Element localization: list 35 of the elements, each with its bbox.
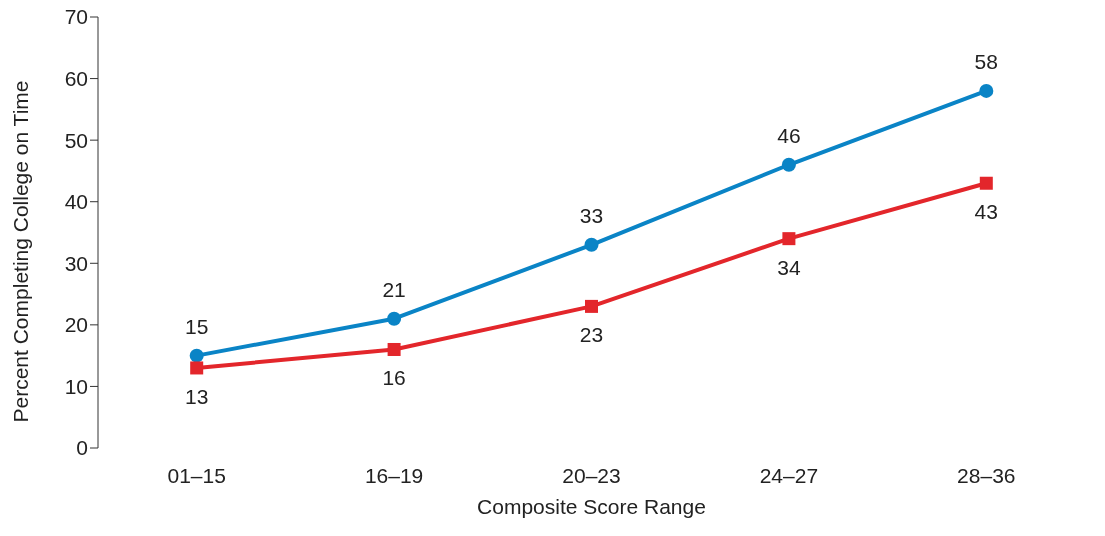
x-tick-label: 01–15 <box>167 463 226 487</box>
data-label: 43 <box>974 200 998 224</box>
y-tick-label: 10 <box>64 374 88 398</box>
point <box>979 83 994 98</box>
point <box>387 311 402 326</box>
y-tick-label: 40 <box>64 190 88 214</box>
data-label: 58 <box>974 49 998 73</box>
y-tick-label: 30 <box>64 251 88 275</box>
data-label: 16 <box>382 366 406 390</box>
point <box>585 299 598 313</box>
x-tick-label: 24–27 <box>759 463 819 487</box>
data-label: 21 <box>382 277 406 301</box>
x-axis-title: Composite Score Range <box>477 495 706 518</box>
data-label: 34 <box>777 255 801 279</box>
data-label: 15 <box>185 314 209 338</box>
point <box>190 361 204 375</box>
y-tick-label: 0 <box>76 436 88 460</box>
point <box>387 342 401 356</box>
data-label: 46 <box>777 123 801 147</box>
y-tick-label: 20 <box>64 313 88 337</box>
y-axis-title: Percent Completing College on Time <box>9 80 33 423</box>
data-label: 33 <box>579 203 604 227</box>
data-label: 23 <box>579 323 604 347</box>
point <box>979 176 993 190</box>
y-tick-label: 60 <box>64 67 88 91</box>
point <box>781 157 796 172</box>
x-tick-label: 16–19 <box>364 463 424 487</box>
point <box>782 232 796 246</box>
data-label: 13 <box>185 384 209 408</box>
point <box>584 237 599 252</box>
x-tick-label: 28–36 <box>957 463 1016 487</box>
y-tick-label: 50 <box>64 128 88 152</box>
point <box>189 348 204 363</box>
x-tick-label: 20–23 <box>562 463 621 487</box>
y-tick-label: 70 <box>64 5 88 29</box>
